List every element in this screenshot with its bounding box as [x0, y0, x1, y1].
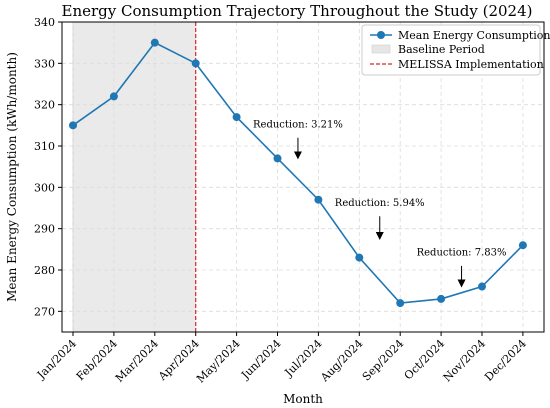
data-point	[232, 113, 241, 122]
x-tick-label: May/2024	[194, 337, 243, 386]
data-point	[273, 154, 282, 163]
y-tick-label: 270	[34, 305, 55, 318]
series-line	[72, 41, 524, 304]
x-tick-label: Nov/2024	[441, 337, 488, 384]
data-point	[518, 241, 527, 250]
data-point	[314, 195, 323, 204]
x-tick-label: Jan/2024	[34, 337, 79, 382]
y-tick-label: 330	[34, 57, 55, 70]
annotation-label: Reduction: 3.21%	[253, 119, 343, 130]
x-tick-label: Mar/2024	[113, 337, 161, 385]
y-tick-label: 340	[34, 16, 55, 29]
data-point	[191, 59, 200, 68]
x-tick-label: Jun/2024	[238, 337, 283, 382]
data-point	[437, 294, 446, 303]
x-tick-label: Jul/2024	[282, 337, 325, 380]
legend-baseline-swatch	[371, 44, 391, 54]
data-point	[69, 121, 77, 130]
legend-entry-series: Mean Energy Consumption	[398, 29, 550, 42]
y-axis-label: Mean Energy Consumption (kWh/month)	[5, 52, 19, 302]
y-tick-label: 300	[34, 181, 55, 194]
data-point	[150, 38, 159, 47]
x-tick-label: Sep/2024	[360, 337, 407, 384]
y-tick-label: 310	[34, 140, 55, 153]
data-point	[355, 253, 364, 262]
annotation-label: Reduction: 7.83%	[417, 248, 507, 259]
annotation-label: Reduction: 5.94%	[335, 198, 425, 209]
legend-entry-baseline: Baseline Period	[398, 43, 485, 56]
baseline-period-region	[73, 22, 196, 332]
legend-frame	[361, 24, 541, 76]
legend-marker-swatch	[377, 31, 385, 39]
chart-legend: Mean Energy Consumption Baseline Period …	[361, 24, 550, 76]
y-tick-label: 290	[34, 223, 55, 236]
x-axis-label: Month	[283, 392, 323, 406]
x-tick-label: Dec/2024	[482, 337, 529, 384]
y-tick-label: 320	[34, 99, 55, 112]
chart-title: Energy Consumption Trajectory Throughout…	[62, 2, 533, 20]
data-point	[478, 282, 486, 291]
plot-area-frame	[61, 21, 545, 333]
legend-entry-intervention: MELISSA Implementation	[398, 58, 544, 71]
data-point	[109, 92, 118, 101]
y-tick-label: 280	[34, 264, 55, 277]
data-point	[396, 299, 405, 308]
x-tick-label: Aug/2024	[317, 337, 365, 385]
